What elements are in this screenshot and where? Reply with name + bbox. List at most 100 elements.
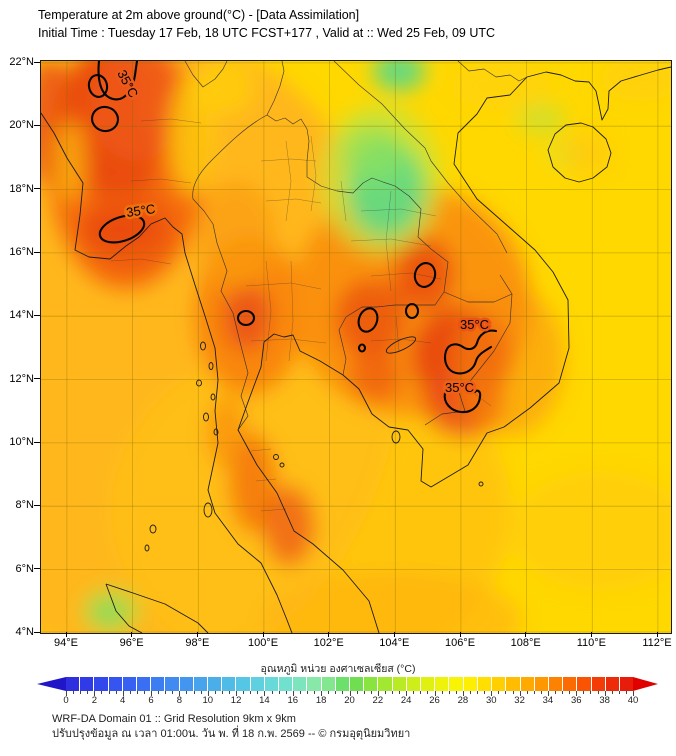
x-axis-tick <box>525 632 527 637</box>
colorbar-tick <box>335 691 337 694</box>
colorbar-cell <box>335 677 350 691</box>
colorbar-tick-label: 16 <box>287 695 299 706</box>
colorbar-tick <box>207 691 209 696</box>
colorbar-tick <box>604 691 606 696</box>
province-borders <box>110 118 492 512</box>
colorbar-cell <box>463 677 477 691</box>
coastlines <box>41 66 671 633</box>
temperature-map-svg: 35°C 35°C 35°C 35°C <box>41 61 671 633</box>
x-axis-tick <box>196 632 198 637</box>
y-axis-label: 22°N <box>9 56 34 68</box>
colorbar-tick <box>165 691 167 694</box>
colorbar-tick <box>87 691 89 694</box>
colorbar-tick-label: 14 <box>259 695 270 706</box>
colorbar-tick <box>229 691 230 694</box>
colorbar-cell <box>520 677 534 691</box>
colorbar-cell <box>506 677 520 691</box>
colorbar-tick <box>108 691 110 694</box>
colorbar-cell <box>279 677 293 691</box>
colorbar-tick <box>441 691 443 694</box>
x-axis-tick <box>459 632 461 637</box>
colorbar-tick-label: 10 <box>202 695 214 706</box>
x-axis-tick <box>262 632 264 637</box>
colorbar-tick-label: 8 <box>176 695 183 706</box>
colorbar-tick <box>491 691 493 696</box>
colorbar-tick-label: 4 <box>120 695 126 706</box>
colorbar-tick <box>179 691 181 696</box>
colorbar-tick <box>477 691 479 694</box>
colorbar-tick <box>611 691 613 694</box>
y-axis-label: 12°N <box>9 372 34 385</box>
colorbar-tick <box>236 691 238 696</box>
y-axis-label: 6°N <box>15 562 34 575</box>
footer-update-info: ปรับปรุงข้อมูล ณ เวลา 01:00น. วัน พ. ที่… <box>52 728 411 740</box>
y-axis-label: 20°N <box>9 119 34 132</box>
colorbar-cell <box>435 677 449 691</box>
colorbar-tick <box>271 691 273 694</box>
colorbar-tick-label: 0 <box>63 695 69 706</box>
x-axis-tick <box>590 632 592 637</box>
y-axis-tick <box>34 504 40 506</box>
colorbar-cell <box>563 677 577 691</box>
colorbar-tick <box>136 691 138 694</box>
colorbar-tick <box>250 691 252 694</box>
colorbar-cell <box>605 677 619 691</box>
colorbar-tick <box>618 691 620 694</box>
y-axis-tick <box>34 314 40 316</box>
colorbar-tick <box>562 691 564 694</box>
colorbar-tick <box>455 691 457 694</box>
contour-35c <box>87 61 498 414</box>
colorbar-cell <box>293 677 307 691</box>
colorbar-tick <box>66 691 67 696</box>
colorbar-tick <box>143 691 145 694</box>
colorbar-tick <box>342 691 344 694</box>
colorbar-tick <box>434 691 436 696</box>
x-axis-tick <box>131 632 133 637</box>
colorbar-tick <box>151 691 153 696</box>
colorbar-tick-label: 28 <box>457 695 469 706</box>
colorbar-cell <box>378 677 392 691</box>
y-axis-label: 10°N <box>9 436 34 448</box>
colorbar-cell <box>534 677 548 691</box>
colorbar-cell <box>236 677 250 691</box>
x-axis-label: 98°E <box>185 637 210 649</box>
colorbar-tick <box>257 691 259 694</box>
colorbar-tick <box>264 691 266 696</box>
colorbar-tick-label: 2 <box>91 695 97 706</box>
colorbar-tick <box>498 691 500 694</box>
colorbar-tick <box>469 691 471 694</box>
colorbar-tick <box>406 691 408 696</box>
y-axis-tick <box>34 251 40 253</box>
colorbar-tick <box>448 691 450 694</box>
y-axis-label: 14°N <box>9 309 34 322</box>
colorbar-tick <box>292 691 294 696</box>
colorbar-tick-label: 18 <box>315 695 327 706</box>
map-canvas: 35°C 35°C 35°C 35°C <box>40 60 672 634</box>
y-axis-label: 4°N <box>15 626 34 638</box>
colorbar-tick <box>384 691 386 694</box>
y-axis-label: 8°N <box>15 499 34 512</box>
contour-label: 35°C <box>460 317 489 332</box>
colorbar-cell <box>208 677 222 691</box>
colorbar-tick <box>299 691 301 694</box>
colorbar-tick <box>625 691 627 694</box>
y-axis-tick <box>34 188 40 190</box>
colorbar-tick <box>569 691 571 694</box>
colorbar-tick <box>243 691 245 694</box>
footer-block: WRF-DA Domain 01 :: Grid Resolution 9km … <box>52 712 410 742</box>
colorbar-cell <box>619 677 634 691</box>
colorbar-tick <box>590 691 592 694</box>
colorbar-tick <box>420 691 422 694</box>
x-axis-label: 110°E <box>576 637 606 649</box>
colorbar-tick <box>392 691 394 694</box>
colorbar-tick <box>370 691 372 694</box>
colorbar-tick <box>285 691 287 694</box>
colorbar-cell <box>193 677 208 691</box>
colorbar-tick-label: 6 <box>148 695 154 706</box>
colorbar-tick <box>512 691 514 694</box>
x-axis-label: 102°E <box>313 637 344 649</box>
colorbar-tick <box>101 691 103 694</box>
colorbar-cell <box>548 677 563 691</box>
colorbar-cell <box>307 677 321 691</box>
